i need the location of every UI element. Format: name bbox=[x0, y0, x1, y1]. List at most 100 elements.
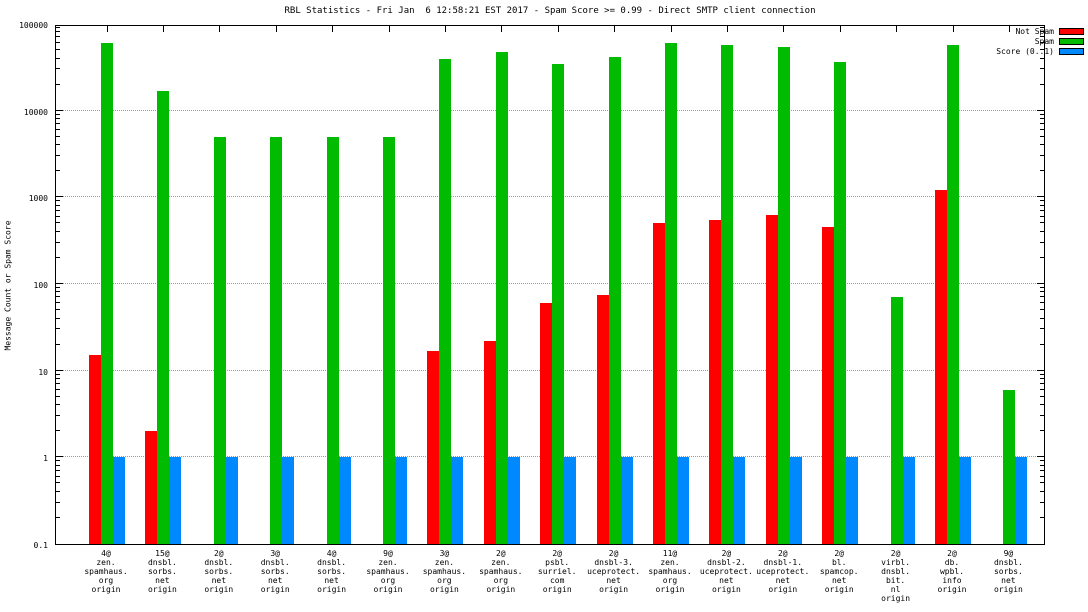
x-axis-label: 4@ zen. spamhaus. org origin bbox=[84, 549, 128, 594]
y-tick-mark bbox=[56, 490, 60, 492]
x-tick-mark bbox=[726, 26, 728, 32]
legend-swatch-score-0-1 bbox=[1059, 48, 1084, 55]
y-tick-mark bbox=[56, 109, 63, 111]
y-tick-label: 100 bbox=[33, 281, 48, 290]
y-tick-mark bbox=[1040, 128, 1044, 130]
y-tick-mark bbox=[1040, 373, 1044, 375]
y-tick-mark bbox=[1040, 291, 1044, 293]
y-tick-mark bbox=[56, 414, 60, 416]
y-tick-mark bbox=[56, 395, 60, 397]
x-axis-label: 2@ psbl. surriel. com origin bbox=[537, 549, 577, 594]
y-tick-mark bbox=[56, 222, 60, 224]
y-tick-mark bbox=[1040, 68, 1044, 70]
bar-spam bbox=[608, 56, 621, 544]
x-tick-mark bbox=[783, 26, 785, 32]
y-tick-mark bbox=[1040, 49, 1044, 51]
plot-area bbox=[55, 25, 1045, 545]
y-tick-mark bbox=[56, 373, 60, 375]
y-tick-mark bbox=[56, 204, 60, 206]
y-tick-mark bbox=[1040, 414, 1044, 416]
x-axis-label: 3@ zen. spamhaus. org origin bbox=[422, 549, 467, 594]
bar-score-0-1 bbox=[113, 457, 125, 544]
y-tick-mark bbox=[56, 113, 60, 115]
bar-score-0-1 bbox=[282, 457, 295, 544]
y-tick-mark bbox=[1040, 209, 1044, 211]
bar-score-0-1 bbox=[225, 457, 238, 544]
x-axis-label: 2@ virbl. dnsbl. bit. nl origin bbox=[881, 549, 911, 603]
y-tick-mark bbox=[1040, 395, 1044, 397]
bar-score-0-1 bbox=[733, 457, 746, 544]
bar-not-spam bbox=[89, 355, 101, 544]
y-tick-mark bbox=[56, 42, 60, 44]
y-tick-mark bbox=[1040, 57, 1044, 59]
y-tick-label: 0.1 bbox=[33, 541, 48, 550]
y-tick-label: 1000 bbox=[28, 194, 48, 204]
bar-not-spam bbox=[822, 226, 835, 544]
legend-item: Not Spam bbox=[996, 27, 1084, 36]
y-tick-mark bbox=[1040, 501, 1044, 503]
y-tick-mark bbox=[56, 230, 60, 232]
y-tick-mark bbox=[1040, 378, 1044, 380]
y-tick-mark bbox=[56, 456, 63, 458]
y-tick-mark bbox=[56, 128, 60, 130]
bar-score-0-1 bbox=[959, 457, 971, 544]
bar-spam bbox=[326, 136, 339, 544]
y-tick-mark bbox=[56, 123, 60, 125]
y-tick-mark bbox=[56, 135, 60, 137]
y-tick-mark bbox=[1040, 388, 1044, 390]
y-tick-mark bbox=[1040, 383, 1044, 385]
y-tick-mark bbox=[1040, 154, 1044, 156]
legend-item: Score (0..1) bbox=[996, 47, 1084, 56]
gridline bbox=[56, 196, 1044, 198]
y-axis-tick-labels: 100000 10000 1000 100 10 1 0.1 bbox=[0, 21, 52, 550]
y-tick-mark bbox=[1040, 83, 1044, 85]
y-tick-mark bbox=[56, 317, 60, 319]
y-tick-mark bbox=[56, 328, 60, 330]
y-tick-mark bbox=[1040, 42, 1044, 44]
bar-not-spam bbox=[540, 303, 553, 544]
x-axis-label: 15@ dnsbl. sorbs. net origin bbox=[147, 549, 177, 594]
x-axis-label: 9@ zen. spamhaus. org origin bbox=[366, 549, 410, 594]
x-axis-label: 11@ zen. spamhaus. org origin bbox=[648, 549, 692, 594]
bar-spam bbox=[1003, 389, 1016, 544]
bar-score-0-1 bbox=[620, 457, 633, 544]
y-tick-label: 1 bbox=[43, 454, 48, 464]
bar-spam bbox=[890, 297, 903, 544]
legend-item: Spam bbox=[996, 37, 1084, 46]
bar-spam bbox=[721, 45, 734, 544]
y-tick-mark bbox=[56, 460, 60, 462]
y-tick-mark bbox=[56, 378, 60, 380]
bar-score-0-1 bbox=[677, 457, 689, 544]
y-tick-mark bbox=[56, 209, 60, 211]
y-tick-mark bbox=[56, 118, 60, 120]
y-tick-mark bbox=[1040, 230, 1044, 232]
y-tick-mark bbox=[56, 144, 60, 146]
bar-not-spam bbox=[653, 223, 665, 544]
x-axis-label: 4@ dnsbl. sorbs. net origin bbox=[317, 549, 347, 594]
bar-not-spam bbox=[145, 431, 158, 544]
y-tick-mark bbox=[1040, 123, 1044, 125]
y-tick-mark bbox=[1040, 464, 1044, 466]
y-tick-mark bbox=[56, 516, 60, 518]
x-tick-mark bbox=[1008, 26, 1010, 32]
y-tick-mark bbox=[56, 291, 60, 293]
y-tick-mark bbox=[56, 26, 60, 28]
bar-not-spam bbox=[765, 215, 778, 544]
y-tick-label: 10000 bbox=[23, 107, 48, 117]
x-axis-label: 2@ bl. spamcop. net origin bbox=[819, 549, 859, 594]
y-tick-mark bbox=[56, 283, 63, 284]
legend-label: Spam bbox=[1034, 37, 1054, 46]
y-tick-mark bbox=[1040, 204, 1044, 206]
y-tick-mark bbox=[56, 309, 60, 311]
y-tick-mark bbox=[1040, 475, 1044, 477]
bar-score-0-1 bbox=[1015, 457, 1028, 544]
bar-spam bbox=[834, 62, 847, 544]
y-tick-mark bbox=[56, 296, 60, 298]
y-tick-mark bbox=[1040, 469, 1044, 471]
x-tick-mark bbox=[614, 26, 616, 32]
y-tick-mark bbox=[56, 404, 60, 406]
y-tick-mark bbox=[1040, 296, 1044, 298]
y-tick-mark bbox=[1040, 26, 1044, 28]
bar-not-spam bbox=[483, 341, 496, 544]
